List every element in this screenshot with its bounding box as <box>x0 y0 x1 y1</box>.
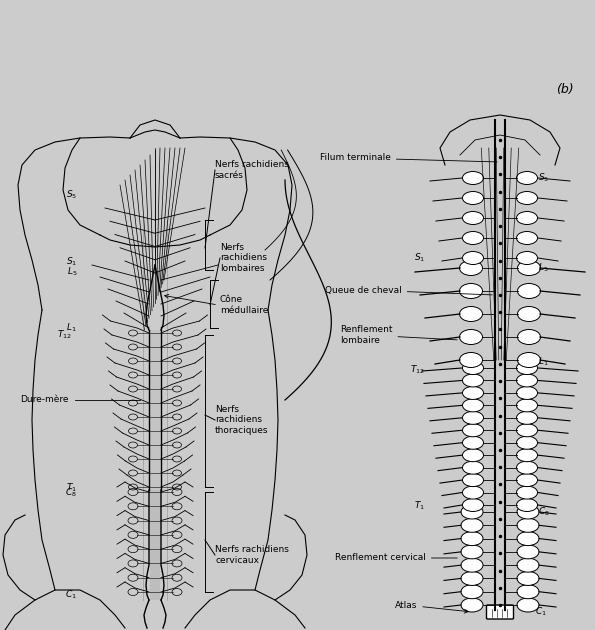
Ellipse shape <box>516 399 537 412</box>
Ellipse shape <box>516 192 537 205</box>
Text: $S_1$: $S_1$ <box>414 252 425 264</box>
Ellipse shape <box>462 411 484 425</box>
Ellipse shape <box>516 411 537 425</box>
Ellipse shape <box>517 558 539 572</box>
Text: $T_{12}$: $T_{12}$ <box>410 364 425 376</box>
Ellipse shape <box>459 284 483 299</box>
Ellipse shape <box>461 505 483 519</box>
Ellipse shape <box>462 171 484 185</box>
Ellipse shape <box>462 474 484 486</box>
Ellipse shape <box>516 231 537 244</box>
Polygon shape <box>150 330 160 490</box>
Ellipse shape <box>516 461 537 474</box>
Ellipse shape <box>516 171 537 185</box>
Ellipse shape <box>516 251 537 265</box>
Ellipse shape <box>517 598 539 612</box>
Text: $L_1$: $L_1$ <box>67 322 77 335</box>
Text: Dure-mère: Dure-mère <box>20 396 68 404</box>
Ellipse shape <box>461 558 483 572</box>
Ellipse shape <box>462 212 484 224</box>
Ellipse shape <box>461 598 483 612</box>
Text: Cône
médullaire: Cône médullaire <box>220 295 268 315</box>
Ellipse shape <box>516 386 537 399</box>
Text: $C_8$: $C_8$ <box>538 506 550 518</box>
Text: $T_1$: $T_1$ <box>66 482 77 495</box>
Text: Nerfs rachidiens
sacrés: Nerfs rachidiens sacrés <box>215 160 289 180</box>
Ellipse shape <box>462 461 484 474</box>
Ellipse shape <box>461 532 483 546</box>
Ellipse shape <box>462 231 484 244</box>
Text: Renflement cervical: Renflement cervical <box>335 554 457 563</box>
Text: $L_5$: $L_5$ <box>538 261 549 274</box>
Ellipse shape <box>459 353 483 367</box>
Text: Nerfs
rachidiens
thoraciques: Nerfs rachidiens thoraciques <box>215 405 268 435</box>
Ellipse shape <box>462 399 484 412</box>
Ellipse shape <box>516 498 537 512</box>
Ellipse shape <box>461 518 483 532</box>
Ellipse shape <box>516 474 537 486</box>
Ellipse shape <box>517 571 539 585</box>
Ellipse shape <box>462 486 484 499</box>
Text: $C_1$: $C_1$ <box>65 589 77 601</box>
Ellipse shape <box>462 498 484 512</box>
Ellipse shape <box>516 436 537 449</box>
Ellipse shape <box>517 545 539 559</box>
Ellipse shape <box>462 449 484 462</box>
Text: Nerfs
rachidiens
lombaires: Nerfs rachidiens lombaires <box>220 243 267 273</box>
Ellipse shape <box>518 284 540 299</box>
Ellipse shape <box>461 585 483 598</box>
Text: Renflement
lombaire: Renflement lombaire <box>340 325 457 345</box>
Ellipse shape <box>462 192 484 205</box>
Ellipse shape <box>516 212 537 224</box>
Ellipse shape <box>516 486 537 499</box>
Ellipse shape <box>516 449 537 462</box>
FancyBboxPatch shape <box>487 605 513 619</box>
Text: $L_5$: $L_5$ <box>67 266 77 278</box>
Text: (b): (b) <box>556 84 574 96</box>
Text: $T_{12}$: $T_{12}$ <box>57 329 72 341</box>
Ellipse shape <box>516 374 537 387</box>
Text: Filum terminale: Filum terminale <box>320 154 497 163</box>
Ellipse shape <box>459 329 483 345</box>
Polygon shape <box>150 490 160 600</box>
Ellipse shape <box>516 424 537 437</box>
Ellipse shape <box>518 329 540 345</box>
Ellipse shape <box>462 362 484 374</box>
Ellipse shape <box>517 532 539 546</box>
Text: $S_5$: $S_5$ <box>538 172 549 184</box>
Ellipse shape <box>461 571 483 585</box>
Text: $T_1$: $T_1$ <box>414 500 425 512</box>
Ellipse shape <box>518 307 540 321</box>
Ellipse shape <box>459 260 483 275</box>
Ellipse shape <box>462 436 484 449</box>
Text: $C_1$: $C_1$ <box>535 606 547 618</box>
Ellipse shape <box>518 353 540 367</box>
Text: $L_1$: $L_1$ <box>538 356 549 369</box>
Ellipse shape <box>517 518 539 532</box>
Text: $S_1$: $S_1$ <box>66 256 77 268</box>
Text: $S_5$: $S_5$ <box>66 189 77 201</box>
Ellipse shape <box>517 585 539 598</box>
Ellipse shape <box>462 386 484 399</box>
Ellipse shape <box>518 260 540 275</box>
Text: Queue de cheval: Queue de cheval <box>325 285 492 295</box>
Ellipse shape <box>462 374 484 387</box>
Ellipse shape <box>462 251 484 265</box>
Ellipse shape <box>516 362 537 374</box>
Text: Atlas: Atlas <box>395 600 468 613</box>
Ellipse shape <box>459 307 483 321</box>
Ellipse shape <box>517 505 539 519</box>
Ellipse shape <box>461 545 483 559</box>
Ellipse shape <box>462 424 484 437</box>
Text: $C_8$: $C_8$ <box>65 487 77 499</box>
Text: Nerfs rachidiens
cervicaux: Nerfs rachidiens cervicaux <box>215 546 289 564</box>
